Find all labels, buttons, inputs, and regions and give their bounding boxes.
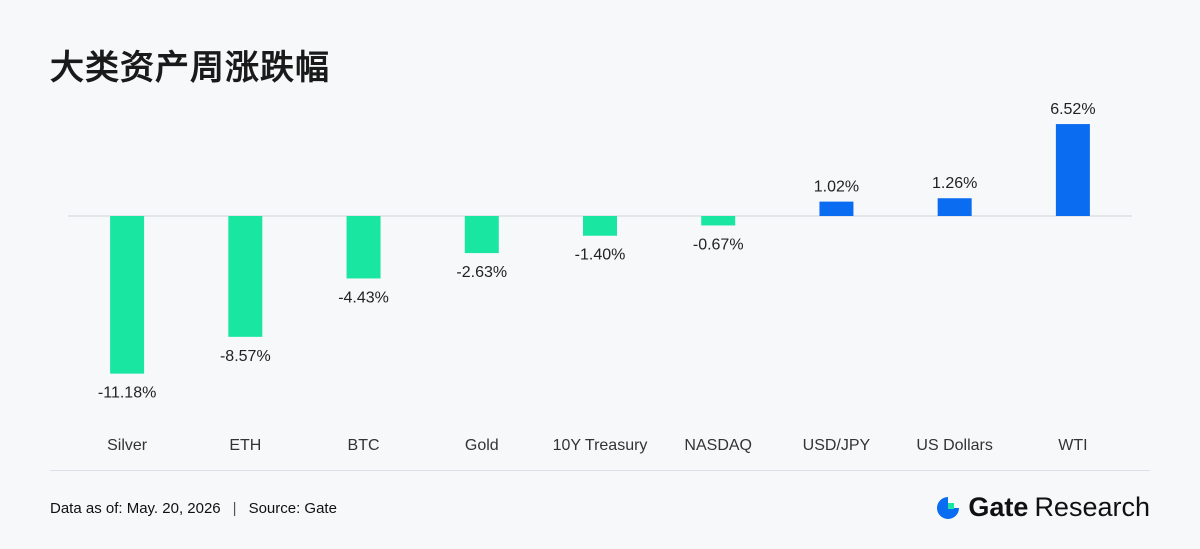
gate-research-logo: Gate Research bbox=[934, 492, 1150, 523]
category-label: BTC bbox=[348, 437, 380, 454]
footer-note: Data as of: May. 20, 2026 | Source: Gate bbox=[50, 500, 337, 517]
data-label: 1.02% bbox=[814, 179, 859, 196]
data-label: -1.40% bbox=[575, 247, 626, 264]
bar-silver bbox=[110, 216, 145, 374]
data-label: -0.67% bbox=[693, 236, 744, 253]
category-label: Gold bbox=[465, 437, 499, 454]
data-label: -8.57% bbox=[220, 348, 271, 365]
category-label: 10Y Treasury bbox=[553, 437, 648, 454]
data-source: Source: Gate bbox=[248, 500, 337, 517]
data-date: Data as of: May. 20, 2026 bbox=[50, 500, 221, 517]
bar-nasdaq bbox=[701, 216, 736, 226]
logo-brand-text: Gate bbox=[968, 492, 1029, 522]
data-label: 6.52% bbox=[1050, 101, 1095, 118]
category-label: NASDAQ bbox=[684, 437, 752, 454]
category-label: ETH bbox=[229, 437, 261, 454]
bar-us-dollars bbox=[937, 198, 972, 216]
category-label: Silver bbox=[107, 437, 148, 454]
gate-logo-icon bbox=[937, 496, 960, 519]
bar-chart: -11.18% Silver -8.57% ETH -4.43% BTC -2.63% Gol… bbox=[68, 101, 1132, 454]
data-label: 1.26% bbox=[932, 175, 977, 192]
footer-divider bbox=[50, 470, 1150, 471]
bar-10y-treasury bbox=[583, 216, 617, 236]
category-label: WTI bbox=[1058, 437, 1087, 454]
data-label: -2.63% bbox=[456, 264, 507, 281]
bar-wti bbox=[1055, 124, 1090, 216]
category-label: US Dollars bbox=[916, 437, 992, 454]
footer-separator: | bbox=[232, 500, 237, 517]
bar-eth bbox=[228, 216, 263, 337]
logo-sub-text: Research bbox=[1034, 492, 1150, 522]
bar-usd-jpy bbox=[819, 201, 854, 216]
data-label: -11.18% bbox=[98, 385, 156, 402]
chart-title: 大类资产周涨跌幅 bbox=[50, 48, 330, 88]
bar-btc bbox=[346, 216, 381, 279]
data-label: -4.43% bbox=[338, 289, 389, 306]
bar-gold bbox=[464, 216, 499, 254]
category-label: USD/JPY bbox=[803, 437, 871, 454]
